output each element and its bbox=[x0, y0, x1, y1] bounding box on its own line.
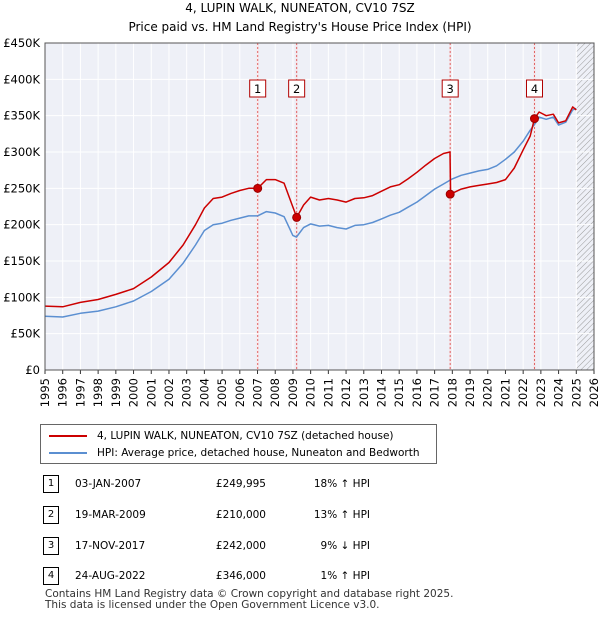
x-tick-label: 1998 bbox=[91, 378, 105, 407]
y-tick-label: £200K bbox=[3, 218, 40, 232]
x-tick-label: 2000 bbox=[127, 378, 141, 407]
sale-hpi-diff: 1% ↑ HPI bbox=[320, 570, 370, 582]
sale-number-label: 2 bbox=[293, 82, 300, 96]
sale-date: 24-AUG-2022 bbox=[75, 570, 146, 582]
sale-price: £346,000 bbox=[215, 570, 266, 582]
x-tick-label: 2010 bbox=[304, 378, 318, 407]
x-tick-label: 2024 bbox=[552, 378, 566, 407]
x-tick-label: 2008 bbox=[268, 378, 282, 407]
x-tick-label: 2007 bbox=[251, 378, 265, 407]
sale-marker-label: 1 bbox=[43, 475, 59, 493]
y-tick-label: £0 bbox=[25, 363, 40, 377]
sale-highlight-band bbox=[295, 43, 298, 370]
forecast-hatch-region bbox=[576, 43, 594, 370]
x-tick-label: 2004 bbox=[197, 378, 211, 407]
x-tick-label: 2012 bbox=[339, 378, 353, 407]
x-tick-label: 2014 bbox=[374, 378, 388, 407]
x-tick-label: 2016 bbox=[410, 378, 424, 407]
y-tick-label: £300K bbox=[3, 145, 40, 159]
transaction-row: 4 24-AUG-2022 £346,000 1% ↑ HPI bbox=[0, 566, 600, 586]
sale-number-label: 4 bbox=[531, 82, 538, 96]
legend-swatch-property bbox=[49, 435, 87, 437]
sale-marker-label: 3 bbox=[43, 537, 59, 555]
sale-marker-label: 4 bbox=[43, 567, 59, 585]
sale-point bbox=[529, 114, 539, 124]
sale-hpi-diff: 9% ↓ HPI bbox=[320, 540, 370, 552]
price-chart: 4, LUPIN WALK, NUNEATON, CV10 7SZ Price … bbox=[3, 1, 600, 407]
chart-legend: 4, LUPIN WALK, NUNEATON, CV10 7SZ (detac… bbox=[40, 424, 437, 464]
sale-number-label: 3 bbox=[447, 82, 454, 96]
x-tick-label: 2006 bbox=[233, 378, 247, 407]
sale-hpi-diff: 13% ↑ HPI bbox=[313, 509, 370, 521]
x-tick-label: 1997 bbox=[73, 378, 87, 407]
y-tick-label: £100K bbox=[3, 290, 40, 304]
sale-date: 03-JAN-2007 bbox=[75, 478, 142, 490]
sale-hpi-diff: 18% ↑ HPI bbox=[313, 478, 370, 490]
legend-label-hpi: HPI: Average price, detached house, Nune… bbox=[97, 447, 420, 459]
footer-line-licence: This data is licensed under the Open Gov… bbox=[45, 599, 380, 611]
sale-date: 19-MAR-2009 bbox=[75, 509, 146, 521]
sale-price: £210,000 bbox=[215, 509, 266, 521]
sale-point bbox=[292, 212, 302, 222]
legend-swatch-hpi bbox=[49, 452, 87, 454]
x-tick-label: 1996 bbox=[56, 378, 70, 407]
x-tick-label: 2001 bbox=[144, 378, 158, 407]
x-tick-label: 2026 bbox=[587, 378, 600, 407]
footer-attribution: Contains HM Land Registry data © Crown c… bbox=[45, 589, 453, 611]
x-tick-label: 2022 bbox=[516, 378, 530, 407]
y-tick-label: £450K bbox=[3, 36, 40, 50]
sale-number-box bbox=[441, 79, 459, 98]
footer-line-copyright: Contains HM Land Registry data © Crown c… bbox=[45, 588, 454, 600]
sale-point bbox=[445, 189, 455, 199]
sale-point bbox=[253, 183, 263, 193]
sale-highlight-band bbox=[533, 43, 536, 370]
x-tick-label: 2021 bbox=[498, 378, 512, 407]
x-tick-label: 2009 bbox=[286, 378, 300, 407]
x-tick-label: 2017 bbox=[428, 378, 442, 407]
sale-highlight-band bbox=[256, 43, 259, 370]
y-tick-label: £250K bbox=[3, 181, 40, 195]
x-tick-label: 2023 bbox=[534, 378, 548, 407]
x-tick-label: 2005 bbox=[215, 378, 229, 407]
sale-number-label: 1 bbox=[254, 82, 261, 96]
x-tick-label: 1999 bbox=[109, 378, 123, 407]
x-tick-label: 2025 bbox=[569, 378, 583, 407]
sale-date: 17-NOV-2017 bbox=[75, 540, 146, 552]
sale-number-box bbox=[288, 79, 306, 98]
sale-highlight-band bbox=[449, 43, 452, 370]
y-tick-label: £150K bbox=[3, 254, 40, 268]
x-tick-label: 1995 bbox=[38, 378, 52, 407]
chart-subtitle: Price paid vs. HM Land Registry's House … bbox=[128, 20, 471, 34]
x-tick-label: 2018 bbox=[445, 378, 459, 407]
transaction-row: 3 17-NOV-2017 £242,000 9% ↓ HPI bbox=[0, 536, 600, 556]
y-tick-label: £350K bbox=[3, 109, 40, 123]
plot-border bbox=[44, 42, 595, 371]
transaction-row: 2 19-MAR-2009 £210,000 13% ↑ HPI bbox=[0, 505, 600, 525]
chart-title: 4, LUPIN WALK, NUNEATON, CV10 7SZ bbox=[185, 1, 414, 15]
plot-background bbox=[45, 43, 594, 370]
sale-number-box bbox=[249, 79, 267, 98]
property-price-line bbox=[44, 106, 577, 308]
sale-price: £242,000 bbox=[215, 540, 266, 552]
x-tick-label: 2002 bbox=[162, 378, 176, 407]
sale-marker-label: 2 bbox=[43, 506, 59, 524]
x-tick-label: 2020 bbox=[481, 378, 495, 407]
hpi-line bbox=[44, 107, 577, 318]
sale-price: £249,995 bbox=[215, 478, 266, 490]
transaction-row: 1 03-JAN-2007 £249,995 18% ↑ HPI bbox=[0, 474, 600, 494]
y-tick-label: £400K bbox=[3, 72, 40, 86]
x-tick-label: 2013 bbox=[357, 378, 371, 407]
x-tick-label: 2011 bbox=[321, 378, 335, 407]
legend-label-property: 4, LUPIN WALK, NUNEATON, CV10 7SZ (detac… bbox=[97, 430, 394, 442]
x-tick-label: 2003 bbox=[180, 378, 194, 407]
x-tick-label: 2019 bbox=[463, 378, 477, 407]
sale-number-box bbox=[525, 79, 543, 98]
x-tick-label: 2015 bbox=[392, 378, 406, 407]
y-tick-label: £50K bbox=[11, 327, 41, 341]
